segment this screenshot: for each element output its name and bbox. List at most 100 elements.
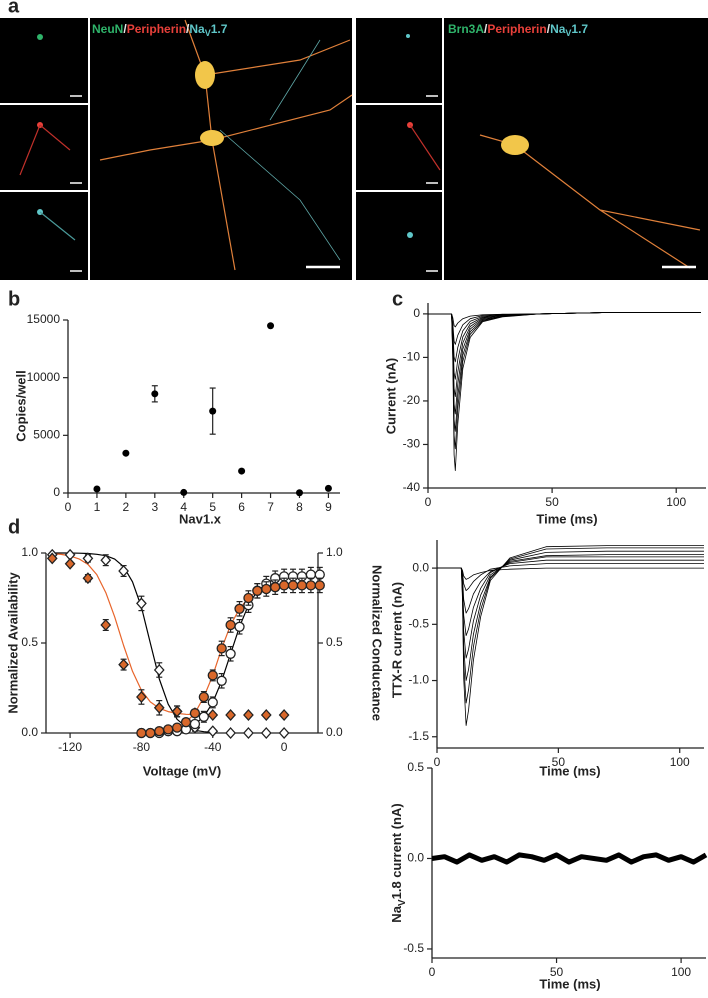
axis-title: Current (nA) <box>383 358 398 435</box>
point <box>225 709 236 721</box>
axis-title: Time (ms) <box>539 763 600 778</box>
panel-label: a <box>8 0 20 17</box>
x-tick-label: 100 <box>671 965 691 979</box>
point <box>189 708 201 719</box>
point <box>46 552 58 565</box>
x-tick-label: 50 <box>545 495 559 509</box>
x-tick-label: 1 <box>94 500 101 514</box>
point <box>153 664 165 676</box>
point <box>295 489 303 497</box>
x-tick-label: 8 <box>296 500 303 514</box>
point <box>189 718 201 730</box>
point <box>270 582 281 593</box>
point <box>296 580 308 591</box>
panel-label: d <box>8 516 20 538</box>
y-tick-label: 15000 <box>27 312 61 326</box>
trace <box>437 550 704 681</box>
trace <box>437 554 704 659</box>
point <box>118 658 129 671</box>
y-tick-label: -30 <box>403 437 421 451</box>
scale-bars <box>70 95 696 272</box>
y2-tick-label: 1.0 <box>326 545 343 559</box>
trace <box>428 312 701 432</box>
y-tick-label: 0.5 <box>21 635 38 649</box>
y2-tick-label: 0.5 <box>326 635 343 649</box>
trace <box>428 312 701 415</box>
point <box>278 709 290 721</box>
point <box>260 727 272 739</box>
panel-label: b <box>8 288 20 310</box>
trace <box>437 563 704 591</box>
point <box>305 580 317 591</box>
y-tick-label: -40 <box>403 480 421 494</box>
x-tick-label: 0 <box>281 740 288 754</box>
x-tick-label: 5 <box>209 500 216 514</box>
point <box>238 467 246 475</box>
point <box>278 580 290 591</box>
axis-title: Nav1.x <box>179 511 222 526</box>
trace <box>437 567 704 580</box>
trace <box>437 556 704 636</box>
y-tick-label: 0.0 <box>412 560 429 574</box>
image <box>356 192 442 280</box>
trace <box>437 545 704 726</box>
x-tick-label: 6 <box>238 500 245 514</box>
x-tick-label: 2 <box>123 500 130 514</box>
y-tick-label: -20 <box>403 393 421 407</box>
image <box>0 18 88 103</box>
x-tick-label: 9 <box>325 500 332 514</box>
point <box>243 592 254 604</box>
axis-title-part: V <box>397 899 408 906</box>
point <box>234 621 245 632</box>
point <box>100 554 112 567</box>
point <box>136 691 147 703</box>
point <box>225 727 236 739</box>
point <box>198 711 209 722</box>
y-tick-label: 1.0 <box>21 545 38 559</box>
y-tick-label: -0.5 <box>403 941 424 955</box>
panel-label: c <box>392 288 403 310</box>
point <box>209 407 217 415</box>
point <box>64 557 76 570</box>
x-tick-label: 0 <box>65 500 72 514</box>
x-tick-label: 3 <box>151 500 158 514</box>
point <box>122 449 130 457</box>
x-tick-label: 0 <box>429 965 436 979</box>
axis-title: Normalized Conductance <box>370 565 385 721</box>
axis-title-part: 1.8 current (nA) <box>389 803 404 899</box>
fit-line <box>52 553 195 716</box>
point <box>278 727 290 739</box>
image-title: Brn3A/Peripherin/NaV1.7 <box>448 22 588 38</box>
x-tick-label: 50 <box>552 755 566 769</box>
x-tick-label: 100 <box>666 495 686 509</box>
x-tick-label: 0 <box>434 755 441 769</box>
point <box>314 580 325 591</box>
y-tick-label: 0.0 <box>21 725 38 739</box>
panel-a-images: NeuN/Peripherin/NaV1.7 Brn3A/Peripherin/… <box>0 18 708 280</box>
y-tick-label: 10000 <box>27 370 61 384</box>
point <box>180 488 188 496</box>
point <box>118 565 129 577</box>
y-tick-label: 0.5 <box>407 760 424 774</box>
axis-title: Voltage (mV) <box>143 763 222 778</box>
y-tick-label: -1.5 <box>408 729 429 743</box>
y-tick-label: 0.0 <box>407 851 424 865</box>
image <box>0 192 88 280</box>
trace <box>428 312 701 397</box>
point <box>261 583 272 595</box>
y2-tick-label: 0.0 <box>326 725 343 739</box>
point <box>171 722 183 733</box>
y-tick-label: 0 <box>413 306 420 320</box>
point <box>180 717 192 728</box>
point <box>225 619 236 631</box>
point <box>287 580 299 591</box>
point <box>153 701 165 714</box>
point <box>151 390 159 398</box>
point <box>216 675 227 686</box>
image <box>0 105 88 190</box>
point <box>207 709 219 721</box>
axis-title: NaV1.8 current (nA) <box>389 803 407 922</box>
image <box>90 18 352 280</box>
axis-title: Time (ms) <box>536 511 597 526</box>
point <box>154 726 165 737</box>
